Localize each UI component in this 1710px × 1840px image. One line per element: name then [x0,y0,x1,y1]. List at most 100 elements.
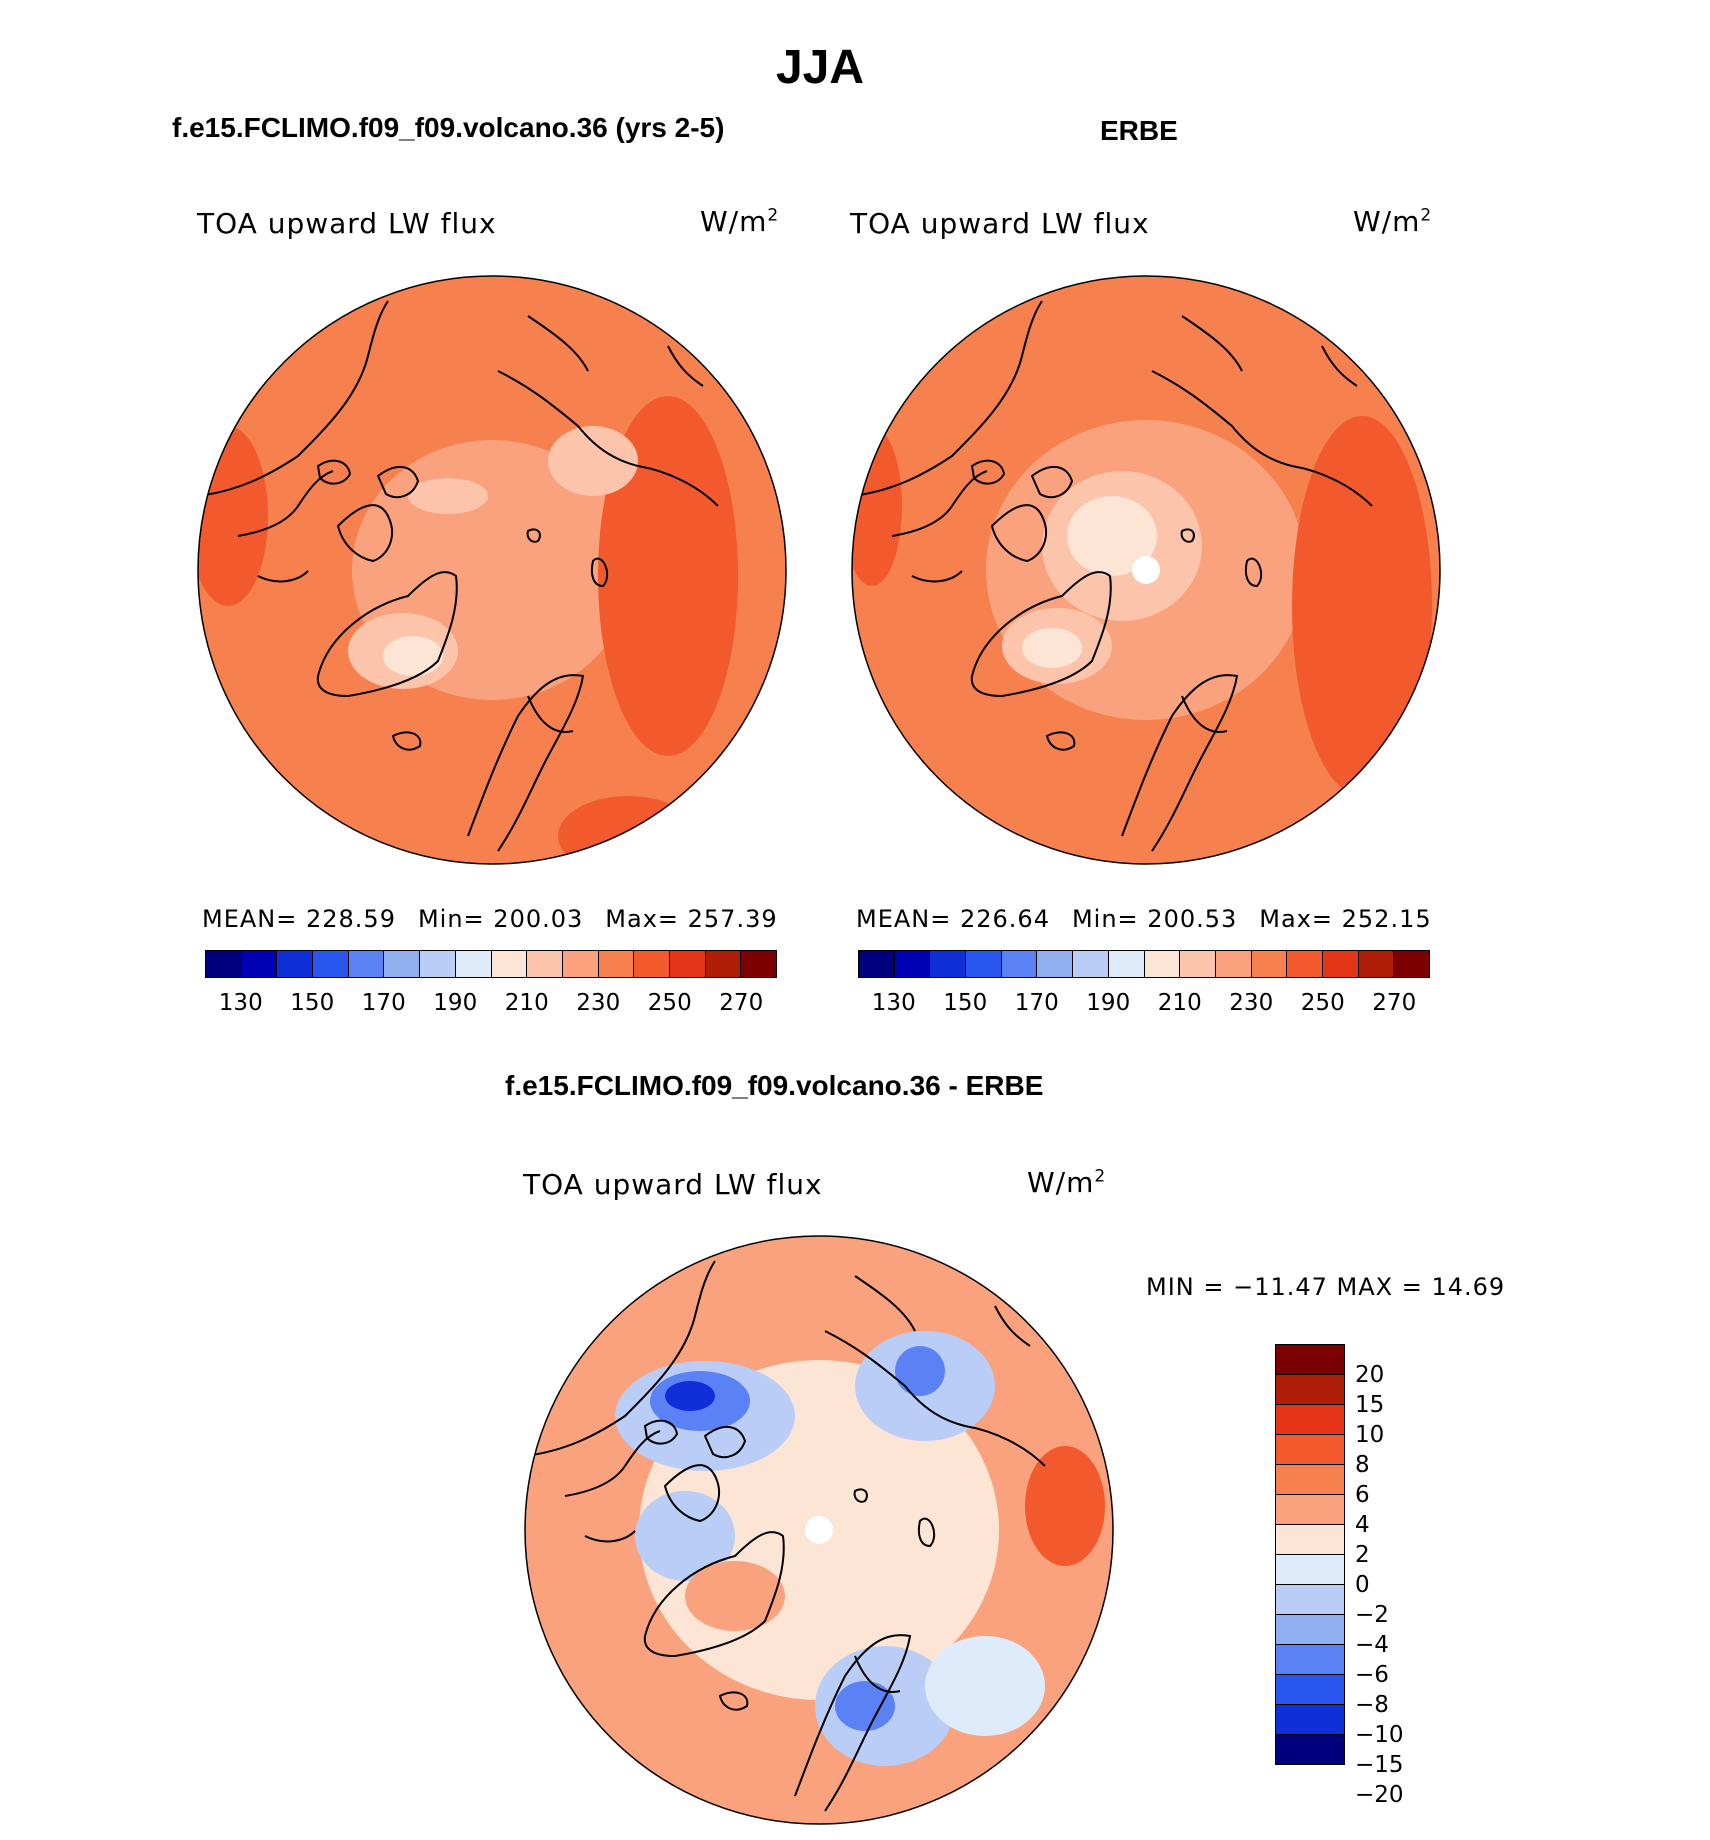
contour-region [1192,316,1352,396]
coastline [198,300,389,497]
obs-colorbar-cell [1072,951,1108,977]
model-colorbar-cell [454,951,491,977]
figure-title: JJA [775,41,865,94]
coastline [718,1691,749,1711]
coastline [663,1464,720,1523]
coastline [1181,695,1228,733]
coastline [667,345,704,387]
diff-colorbar-cell [1276,1704,1344,1734]
model-colorbar-cell [240,951,277,977]
coastline [794,1634,912,1812]
coastline [994,1305,1031,1347]
coastline [917,1517,936,1548]
contour-region [685,1561,785,1631]
model-polar-map [197,275,787,865]
diff-colorbar-cell [1276,1345,1344,1374]
coastline [526,528,541,543]
obs-colorbar-tick: 250 [1300,990,1345,1016]
obs-colorbar-cell [1179,951,1215,977]
obs-colorbar-cell [1250,951,1287,977]
contour-region [852,426,902,586]
obs-colorbar-cell [1214,951,1251,977]
obs-colorbar-tick: 170 [1014,990,1059,1016]
diff-colorbar-tick: 0 [1355,1572,1370,1598]
diff-colorbar-cell [1276,1644,1344,1674]
diff-colorbar-tick: 6 [1355,1482,1370,1508]
coastline [853,1488,868,1503]
coastline [467,674,585,852]
diff-colorbar [1275,1344,1345,1765]
diff-colorbar-cell [1276,1674,1344,1704]
model-colorbar-cell [561,951,598,977]
diff-colorbar-tick: −6 [1355,1662,1389,1688]
obs-max: Max= 252.15 [1259,905,1432,933]
coastline [1321,345,1358,387]
pole-hole [1132,556,1160,584]
diff-colorbar-cell [1276,1734,1344,1764]
coastline [1121,674,1239,852]
model-colorbar-tick: 270 [719,990,764,1016]
obs-colorbar-tick: 230 [1229,990,1274,1016]
coastline [854,1655,901,1693]
model-colorbar-tick: 190 [433,990,478,1016]
obs-colorbar-cell [1000,951,1037,977]
obs-colorbar-cell [1036,951,1073,977]
coastline [970,571,1112,698]
model-colorbar-tick: 250 [647,990,692,1016]
model-mean: MEAN= 228.59 [202,905,396,933]
coastline [643,1531,785,1658]
contour-region [408,478,488,514]
model-colorbar-tick: 210 [504,990,549,1016]
diff-colorbar-cell [1276,1494,1344,1524]
contour-region [635,1491,735,1581]
obs-colorbar-tick: 270 [1372,990,1417,1016]
diff-minmax: MIN = −11.47 MAX = 14.69 [1146,1273,1506,1301]
model-colorbar-cell [740,951,776,977]
coastline [852,300,1043,497]
coastline [854,1275,916,1332]
coastline [911,570,963,583]
pole-hole [805,1516,833,1544]
model-colorbar: 130 150 170 190 210 230 250 270 [205,950,777,1020]
obs-colorbar-tick: 190 [1086,990,1131,1016]
coastline [590,557,609,588]
coastline [391,731,422,751]
model-colorbar-cell [668,951,705,977]
coastline [1030,466,1074,499]
contour-region [925,1636,1045,1736]
obs-colorbar-cell [1357,951,1394,977]
model-colorbar-tick: 130 [218,990,263,1016]
coastline [525,1260,716,1457]
diff-colorbar-tick: 8 [1355,1452,1370,1478]
coastline [703,1426,747,1459]
diff-colorbar-tick: −20 [1355,1782,1404,1808]
coastline [1045,731,1076,751]
diff-colorbar-tick: 20 [1355,1362,1385,1388]
diff-colorbar-tick: 4 [1355,1512,1370,1538]
diff-variable-label: TOA upward LW flux [523,1168,823,1201]
coastline [1181,315,1243,372]
coastline [527,315,589,372]
model-colorbar-cell [383,951,420,977]
model-colorbar-tick: 150 [290,990,335,1016]
obs-variable-label: TOA upward LW flux [850,207,1150,240]
contour-region [1022,628,1082,668]
obs-colorbar-cell [1143,951,1180,977]
coastline [891,470,988,537]
contour-region [198,426,268,606]
diff-colorbar-cell [1276,1404,1344,1434]
coastline [497,370,719,507]
diff-colorbar-tick: −4 [1355,1632,1389,1658]
obs-colorbar-tick: 130 [871,990,916,1016]
model-colorbar-cell [526,951,562,977]
obs-colorbar-cell [1393,951,1429,977]
model-colorbar-cell [597,951,634,977]
diff-colorbar-tick: 15 [1355,1392,1385,1418]
model-units-label: W/m2 [700,205,780,238]
coastline [564,1430,661,1497]
model-stats: MEAN= 228.59 Min= 200.03 Max= 257.39 [202,905,800,933]
model-colorbar-cell [206,951,241,977]
coastline [316,571,458,698]
contour-region [835,1681,895,1731]
coastline [336,504,393,563]
